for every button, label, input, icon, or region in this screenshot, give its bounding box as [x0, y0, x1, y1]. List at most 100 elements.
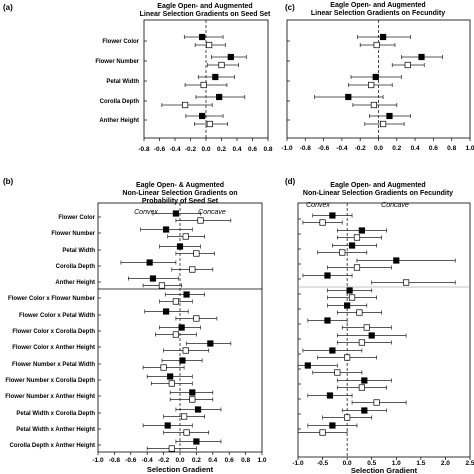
- filled-square-marker: [329, 347, 336, 354]
- filled-square-marker: [194, 406, 202, 413]
- row-label: Flower Color x Anther Height: [12, 345, 95, 351]
- x-tick-label: 0.0: [175, 457, 184, 464]
- open-square-marker: [160, 364, 167, 371]
- open-square-marker: [168, 380, 175, 387]
- row-label: Flower Number: [51, 231, 95, 237]
- open-square-marker: [197, 217, 204, 224]
- filled-square-marker: [372, 73, 379, 81]
- open-square-marker: [363, 324, 370, 331]
- panel-label: (c): [285, 3, 295, 12]
- panel-title-line: Eagle Open- and Augmented: [330, 2, 425, 9]
- row-label: Petal Width x Anther Height: [16, 427, 95, 433]
- filled-square-marker: [324, 317, 331, 324]
- x-tick-label: 2.5: [465, 460, 474, 467]
- x-tick-label: -1.0: [92, 457, 104, 464]
- row-label: Petal Width: [106, 79, 139, 85]
- x-tick-label: 0.8: [241, 457, 250, 464]
- x-tick-label: 0.8: [447, 145, 456, 152]
- x-tick-label: 0.4: [232, 146, 241, 153]
- open-square-marker: [339, 249, 346, 256]
- open-square-marker: [348, 294, 356, 301]
- annotation-convex: Convex: [306, 202, 330, 209]
- x-tick-label: 0.8: [263, 146, 272, 153]
- open-square-marker: [206, 120, 213, 128]
- open-square-marker: [172, 298, 179, 305]
- filled-square-marker: [176, 243, 184, 250]
- filled-square-marker: [167, 373, 174, 380]
- x-tick-label: 0.0: [343, 460, 352, 467]
- x-tick-label: -0.8: [300, 145, 312, 152]
- open-square-marker: [368, 81, 375, 89]
- filled-square-marker: [164, 422, 171, 429]
- x-tick-label: 1.0: [392, 460, 401, 467]
- panel-title-line: Eagle Open- & Augmented: [136, 182, 224, 189]
- filled-square-marker: [346, 287, 353, 294]
- open-square-marker: [200, 81, 207, 89]
- filled-square-marker: [162, 308, 170, 315]
- x-tick-label: 0.6: [429, 145, 438, 152]
- row-label: Flower Color: [58, 215, 95, 221]
- annotation-concave: Concave: [198, 209, 226, 216]
- x-tick-label: -0.2: [185, 146, 197, 153]
- x-tick-label: 0.4: [411, 145, 420, 152]
- row-label: Flower Color x Petal Width: [19, 313, 95, 319]
- row-label: Corolla Depth: [100, 99, 140, 105]
- x-tick-label: -0.2: [355, 145, 367, 152]
- filled-square-marker: [344, 302, 351, 309]
- x-tick-label: -0.4: [142, 457, 154, 464]
- x-tick-label: -0.6: [154, 146, 166, 153]
- x-tick-label: 0.6: [225, 457, 234, 464]
- x-tick-label: -0.5: [317, 460, 329, 467]
- open-square-marker: [168, 445, 175, 452]
- x-tick-label: -0.4: [169, 146, 181, 153]
- x-axis-label: Selection Gradient: [351, 466, 418, 474]
- annotation-convex: Convex: [134, 209, 158, 216]
- panel-title-line: Eagle Open- and Augmented: [330, 182, 425, 189]
- open-square-marker: [182, 347, 189, 354]
- row-label: Flower Number x Corolla Depth: [5, 378, 95, 384]
- x-tick-label: 1.0: [465, 145, 474, 152]
- filled-square-marker: [379, 33, 387, 41]
- x-tick-label: 0.2: [192, 457, 201, 464]
- filled-square-marker: [361, 407, 368, 414]
- open-square-marker: [344, 414, 351, 421]
- x-tick-label: 0.2: [217, 146, 226, 153]
- open-square-marker: [189, 266, 196, 273]
- row-label: Flower Number: [95, 59, 139, 65]
- x-tick-label: 1.5: [416, 460, 425, 467]
- annotation-concave: Concave: [381, 202, 409, 209]
- open-square-marker: [353, 234, 361, 241]
- open-square-marker: [181, 413, 188, 420]
- x-tick-label: -0.6: [125, 457, 137, 464]
- filled-square-marker: [329, 422, 336, 429]
- panel-label: (d): [285, 177, 296, 186]
- x-tick-label: -0.8: [138, 146, 150, 153]
- panel-title-line: Non-Linear Selection Gradients on: [122, 190, 237, 197]
- x-tick-label: 0.5: [367, 460, 376, 467]
- open-square-marker: [373, 41, 380, 49]
- filled-square-marker: [386, 112, 393, 120]
- filled-square-marker: [193, 438, 200, 445]
- filled-square-marker: [368, 332, 375, 339]
- row-label: Flower Color: [102, 39, 139, 45]
- filled-square-marker: [329, 212, 336, 219]
- x-tick-label: -0.2: [158, 457, 170, 464]
- filled-square-marker: [162, 226, 170, 233]
- row-label: Flower Color x Corolla Depth: [12, 329, 95, 335]
- row-label: Flower Color x Flower Number: [8, 296, 96, 302]
- row-label: Flower Number x Anther Height: [5, 394, 95, 400]
- open-square-marker: [206, 41, 213, 49]
- filled-square-marker: [199, 33, 206, 41]
- filled-square-marker: [146, 259, 153, 266]
- filled-square-marker: [149, 275, 157, 282]
- filled-square-marker: [207, 340, 214, 347]
- filled-square-marker: [212, 73, 219, 81]
- row-label: Anther Height: [55, 280, 95, 286]
- panel-title-line: Eagle Open- and Augmented: [157, 3, 252, 10]
- row-label: Anther Height: [99, 118, 139, 124]
- filled-square-marker: [178, 324, 185, 331]
